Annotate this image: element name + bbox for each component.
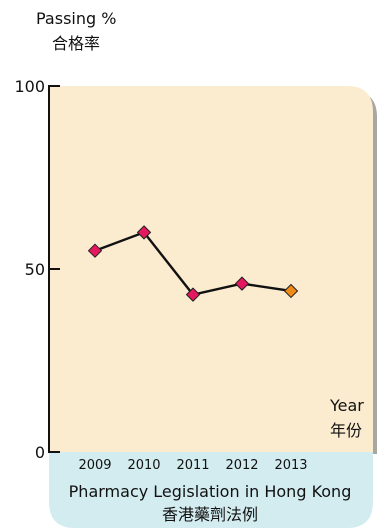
x-tick-label: 2013 xyxy=(274,458,307,473)
caption-zh: 香港藥劑法例 xyxy=(162,505,258,524)
x-tick-label: 2012 xyxy=(225,458,258,473)
data-point xyxy=(87,243,103,258)
data-point xyxy=(136,225,152,240)
data-point xyxy=(185,287,201,302)
x-axis-title-en: Year xyxy=(329,396,364,415)
y-tick-label: 0 xyxy=(35,443,45,462)
y-axis-title-en: Passing % xyxy=(36,9,116,28)
x-tick-label: 2010 xyxy=(127,458,160,473)
y-tick-label: 100 xyxy=(14,77,45,96)
y-axis-title-zh: 合格率 xyxy=(52,34,100,53)
data-point xyxy=(283,283,299,299)
caption-background xyxy=(49,452,373,528)
x-tick-label: 2011 xyxy=(176,458,209,473)
x-axis-title-zh: 年份 xyxy=(330,421,362,440)
plot-background xyxy=(49,86,373,452)
y-tick-label: 50 xyxy=(25,260,45,279)
data-point xyxy=(234,276,250,291)
x-tick-label: 2009 xyxy=(78,458,111,473)
caption-en: Pharmacy Legislation in Hong Kong xyxy=(69,482,352,501)
